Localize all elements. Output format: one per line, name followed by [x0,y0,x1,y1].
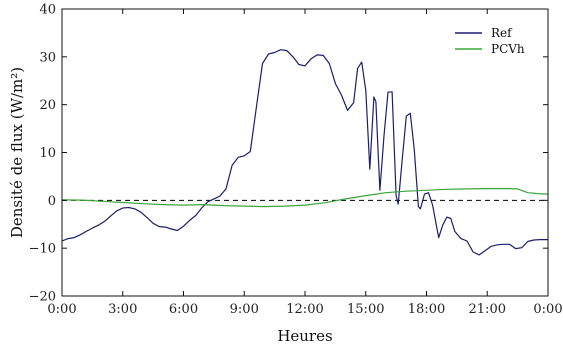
x-axis-title: Heures [277,327,332,345]
x-tick-label: 21:00 [469,302,506,317]
y-tick-label: 0 [48,194,56,209]
series-line-pcvh [61,188,549,208]
plot-content [61,49,549,256]
x-tick-label: 18:00 [408,302,445,317]
series-line-ref [61,49,548,256]
x-tick-label: 0:00 [533,302,562,317]
x-tick-label: 3:00 [108,302,137,317]
axis-ticks: 0:00 3:00 6:00 9:00 12:00 15:00 18:00 21:00 0:00… [29,3,563,318]
x-tick-label: 6:00 [169,302,198,317]
x-tick-label: 12:00 [286,302,323,317]
x-tick-label: 9:00 [230,302,259,317]
legend-label-ref: Ref [491,26,513,40]
y-tick-label: 40 [39,3,56,18]
y-axis-title: Densité de flux (W/m²) [8,67,26,238]
y-tick-label: −20 [29,290,56,305]
y-tick-label: 30 [39,50,56,65]
y-tick-label: −10 [29,242,56,257]
x-tick-label: 15:00 [347,302,384,317]
legend: Ref PCVh [455,26,525,56]
y-tick-label: 20 [39,98,56,113]
x-tick-label: 0:00 [47,302,76,317]
legend-label-pcvh: PCVh [491,42,525,56]
y-tick-label: 10 [39,146,56,161]
